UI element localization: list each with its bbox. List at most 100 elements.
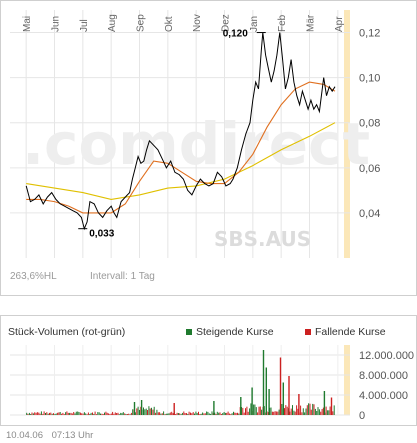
volume-bar [62,412,64,415]
volume-bar [218,412,220,415]
volume-bar [85,413,87,415]
volume-bar [66,411,68,415]
volume-bar [224,412,226,415]
volume-chart: 0 4.000.000 8.000.000 12.000.000 [0,315,417,426]
volume-bar [328,410,330,415]
volume-bar [211,411,213,415]
price-series [25,32,336,231]
volume-bar [70,412,72,415]
volume-bar [313,404,315,415]
rising-swatch-icon [186,329,192,336]
volume-bar [57,412,59,415]
volume-bar [172,413,174,415]
volume-spike-bar [265,367,267,415]
volume-bar [277,411,279,415]
volume-bar [203,413,205,415]
volume-bar [296,405,298,415]
volume-bar [137,406,139,415]
volume-bar [160,413,162,415]
volume-spike-bar [279,357,282,415]
volume-bar [247,411,249,415]
volume-bar [167,413,169,415]
volume-bar [27,413,29,415]
volume-bar [168,413,170,415]
footer-time: 07:13 Uhr [51,430,94,441]
volume-bar [245,408,246,415]
volume-bar [134,412,136,415]
volume-bar [100,413,101,415]
volume-bar [306,405,308,415]
volume-bar [233,411,234,415]
volume-bar [151,407,152,415]
volume-bar [43,411,45,415]
price-tick-label: 0,08 [359,118,380,130]
volume-bar [164,414,166,415]
volume-bar [28,412,30,415]
volume-bar [59,412,61,415]
volume-bar [187,413,189,415]
volume-bar [53,413,54,415]
volume-spike-bar [240,397,242,415]
volume-bar [87,412,89,415]
month-tick-label: Mär [306,14,317,32]
volume-bar [65,412,67,415]
volume-bar [302,408,304,415]
volume-bar [257,412,259,415]
month-tick-label: Okt [164,16,175,32]
volume-bar [139,409,140,415]
volume-bar [67,412,69,415]
volume-bar [147,410,148,415]
symbol-watermark: SBS.AUS [214,227,311,251]
volume-bar [216,411,218,415]
price-tick-label: 0,04 [359,208,380,220]
volume-bar [318,409,320,415]
volume-bar [32,413,34,415]
volume-bar [227,411,229,415]
volume-bar [194,413,195,415]
volume-bar [332,411,334,415]
volume-bar [74,413,76,415]
volume-bar [261,409,263,415]
volume-bar [94,411,96,415]
month-tick-label: Jun [51,16,62,32]
volume-bar [191,413,193,415]
volume-bar [234,412,236,415]
price-line [25,32,336,231]
volume-bar [310,409,312,415]
volume-bar [96,414,97,415]
volume-bar [46,412,48,415]
volume-bar [92,412,93,415]
volume-bar [255,407,257,415]
volume-tick-label: 4.000.000 [359,390,408,402]
volume-bar [69,412,71,415]
annotation-label: 0,033 [89,229,114,240]
volume-bar [140,406,142,415]
volume-bar [169,412,171,415]
volume-bar [129,414,131,415]
volume-axis: 0 4.000.000 8.000.000 12.000.000 [359,350,414,422]
annotation-label: 0,120 [223,29,248,40]
volume-tick-label: 0 [359,410,365,422]
volume-bar [200,413,202,415]
volume-current-month-highlight [344,345,350,415]
volume-bar [292,405,293,415]
volume-bar [237,412,238,415]
volume-bar [314,408,316,415]
brand-watermark: .comdirect [22,110,370,178]
volume-bar [30,414,32,415]
volume-bar [38,412,40,415]
volume-bar [199,414,201,415]
volume-bar [195,411,197,415]
volume-bar [207,411,209,415]
month-tick-label: Aug [107,14,118,32]
volume-bar [254,404,256,415]
volume-bar [190,412,191,415]
volume-bar [156,409,158,415]
volume-bar [309,403,311,415]
month-tick-label: Mai [22,16,33,32]
volume-bar [312,403,314,415]
volume-bar [329,406,331,415]
volume-bar [270,407,272,415]
price-tick-label: 0,10 [359,73,380,85]
moving-average-short-line [26,81,336,214]
